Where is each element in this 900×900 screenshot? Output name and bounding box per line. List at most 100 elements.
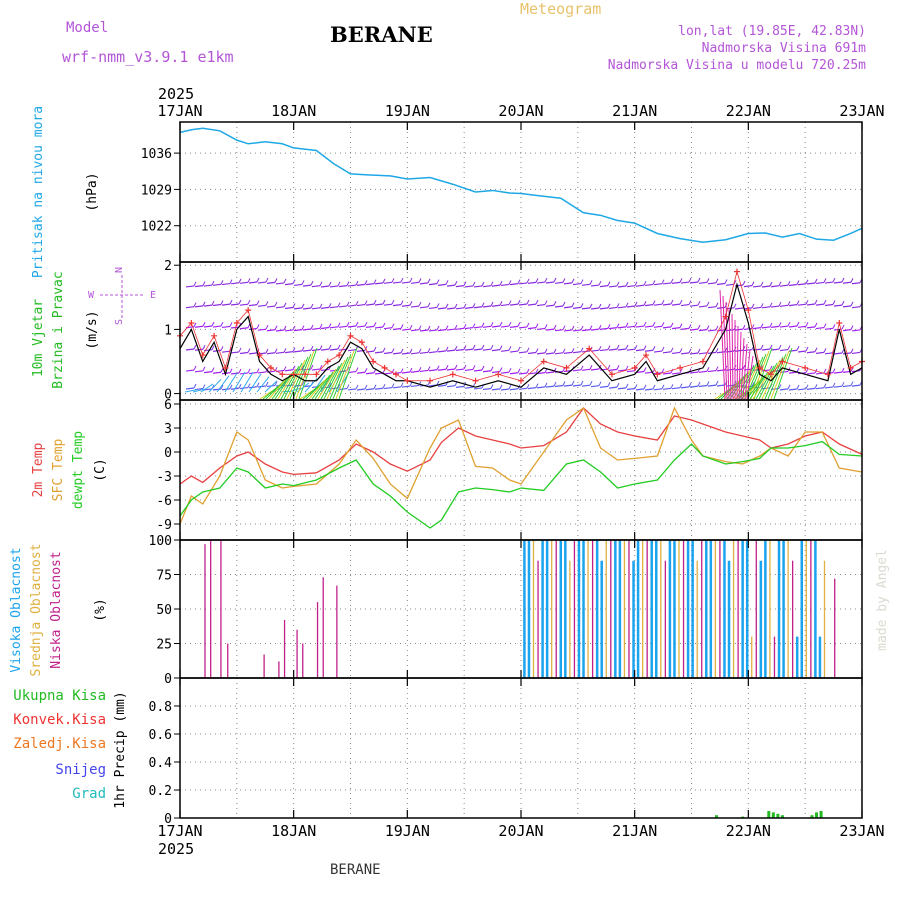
wind-barb [824,327,834,330]
wind-barb [544,300,548,305]
wind-barb [418,278,422,283]
x-tick-label-bottom: 21JAN [612,822,657,840]
wind-barb [778,322,782,327]
temp-series-line-0 [179,407,863,485]
wind-barb [589,365,593,370]
wind-barb [653,350,663,353]
wind-barb [428,306,438,310]
wind-barb [589,325,593,330]
precip-legend-3: Snijeg [55,762,106,778]
wind-barb [302,349,312,352]
wind-barb [265,381,269,387]
wind-barb [401,352,411,355]
wind-barb [824,386,834,389]
wind-barb [337,302,341,307]
wind-barb [400,368,404,373]
wind-barb [347,349,357,352]
wind-barb [311,327,321,330]
wind-barb [193,302,197,307]
wind-barb [571,348,575,353]
wind-barb [518,326,528,329]
wind-barb [625,281,629,287]
wind-barb [778,384,782,389]
wind-barb [662,326,672,329]
wind-barb [740,337,745,400]
wind-barb [788,388,798,391]
elevation-label: Nadmorska Visina 691m [701,41,866,56]
wind-barb [392,386,402,389]
temp-series-line-2 [179,440,863,529]
wind-barb [229,384,233,389]
wind-barb [419,329,429,332]
y-tick-label: 0.8 [149,700,172,715]
wind-barb [635,349,645,352]
wind-barb [400,324,404,329]
wind-barb [328,323,332,328]
wind-axis-subtitle: Brzina i Pravac [51,271,66,388]
wind-barb [706,301,710,307]
wind-barb [688,348,692,354]
wind-barb [572,282,582,286]
wind-barb [374,326,384,329]
wind-barb [239,327,249,330]
wind-barb [238,368,242,374]
wind-barb [562,381,566,386]
wind-barb [517,346,521,352]
wind-barb [626,325,636,328]
wind-barb [410,384,420,388]
wind-barb [553,277,557,283]
wind-barb [338,325,348,328]
wind-barb [625,322,629,328]
wind-barb [314,371,334,400]
wind-barb [671,387,681,390]
wind-barb [311,368,321,371]
wind-barb [563,329,573,332]
wind-barb [553,348,557,354]
wind-barb [301,325,305,330]
wind-barb [661,346,665,352]
wind-barb [320,368,330,372]
wind-barb [824,352,834,355]
wind-barb [599,307,609,310]
wind-barb [482,370,492,373]
wind-barb [608,306,618,310]
wind-barb [274,301,278,307]
wind-barb [292,325,296,331]
wind-barb [491,349,501,352]
wind-barb [769,344,773,350]
wind-barb [264,380,278,393]
wind-barb [833,385,843,388]
wind-gust-marker [756,364,763,371]
wind-barb [823,323,827,328]
x-tick-label-top: 18JAN [271,102,316,120]
wind-barb [499,321,503,327]
wind-barb [184,389,198,393]
wind-barb [544,382,548,388]
wind-barb [842,305,852,308]
wind-barb [544,348,548,354]
wind-barb [268,377,288,400]
wind-barb [743,348,753,352]
wind-barb [562,348,566,354]
wind-barb [707,306,717,309]
wind-barb [563,351,573,354]
wind-barb [490,281,494,286]
wind-barb [445,325,449,330]
wind-barb [590,284,600,287]
wind-gust-marker [847,364,854,371]
wind-barb [481,365,485,371]
wind-barb [815,326,825,330]
precip-legend-1: Konvek.Kisa [13,712,106,728]
wind-barb [257,328,267,331]
wind-barb [749,371,769,400]
wind-barb [301,381,305,386]
wind-barb [706,381,710,386]
wind-barb [823,278,827,283]
wind-barb [644,283,654,287]
wind-barb [814,384,818,389]
wind-barb [698,352,708,355]
wind-barb [436,380,440,386]
wind-barb [662,372,672,375]
wind-barb [391,278,395,283]
wind-barb [563,306,573,309]
